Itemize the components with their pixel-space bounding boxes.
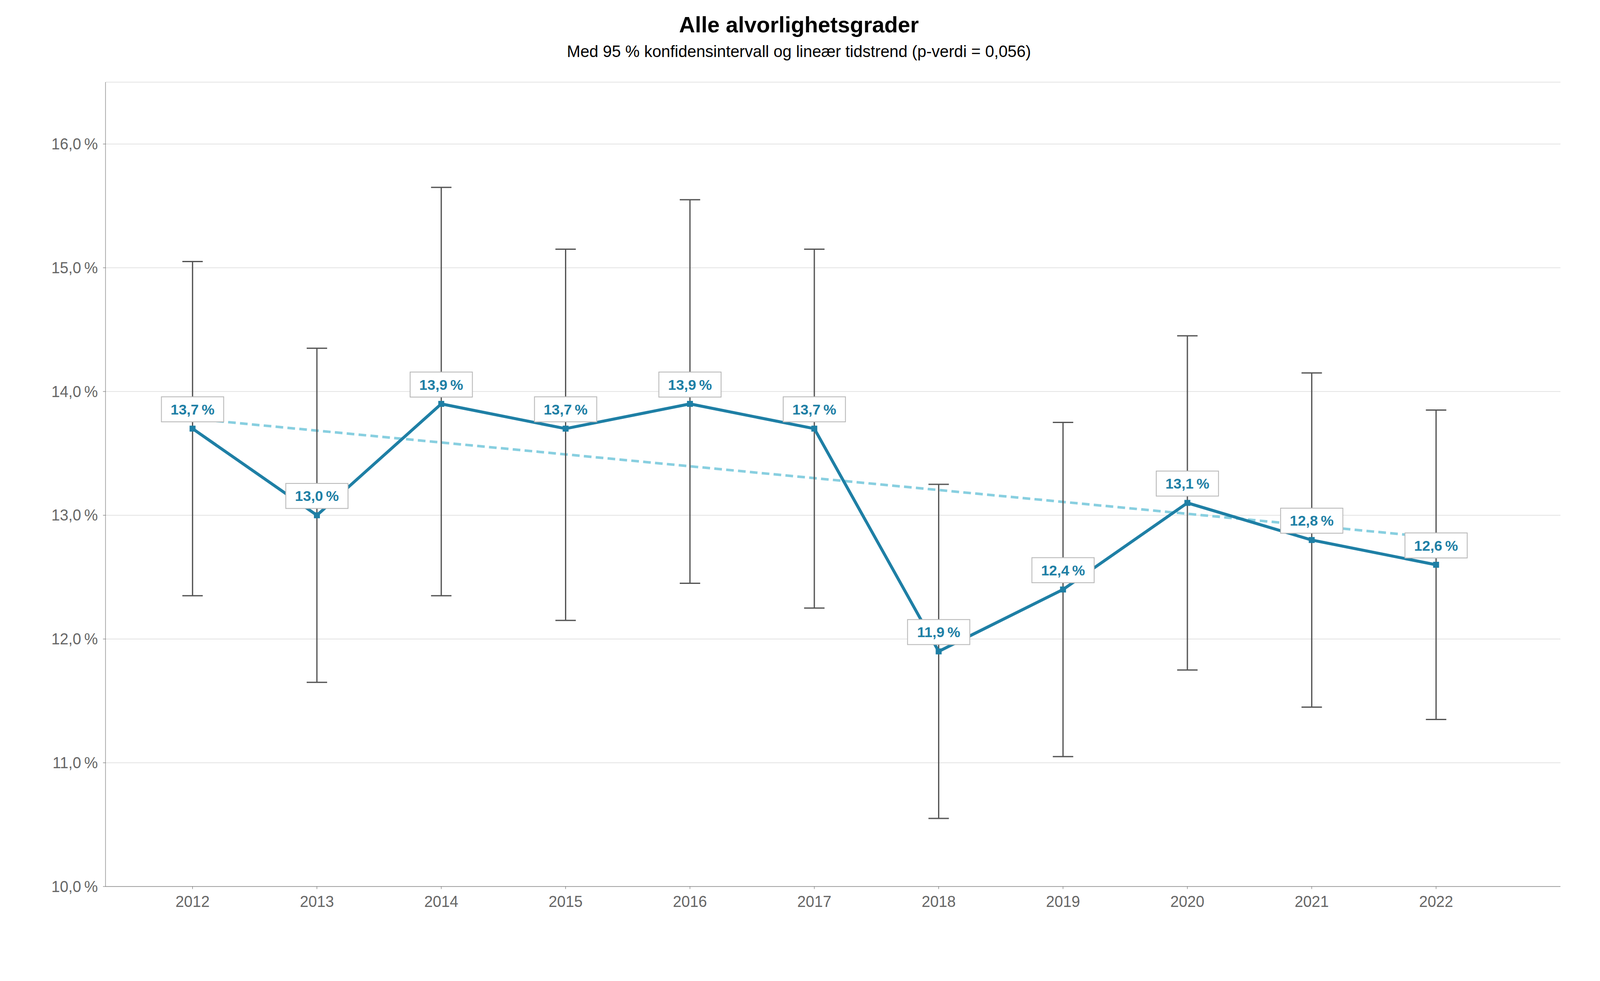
svg-text:2018: 2018 [921, 892, 956, 910]
svg-text:2017: 2017 [797, 892, 832, 910]
svg-text:11,0 %: 11,0 % [52, 753, 98, 772]
svg-text:2015: 2015 [548, 892, 583, 910]
svg-text:13,7 %: 13,7 % [543, 401, 588, 418]
svg-text:2020: 2020 [1170, 892, 1205, 910]
svg-text:2021: 2021 [1294, 892, 1329, 910]
svg-text:13,7 %: 13,7 % [170, 401, 215, 418]
svg-text:16,0 %: 16,0 % [51, 135, 98, 153]
svg-text:12,0 %: 12,0 % [51, 630, 98, 648]
svg-text:2019: 2019 [1046, 892, 1081, 910]
svg-text:2012: 2012 [175, 892, 210, 910]
svg-text:13,9 %: 13,9 % [667, 376, 712, 393]
svg-text:13,1 %: 13,1 % [1165, 475, 1210, 492]
svg-text:2016: 2016 [673, 892, 708, 910]
svg-text:13,7 %: 13,7 % [792, 401, 837, 418]
svg-text:14,0 %: 14,0 % [51, 382, 98, 401]
svg-text:13,0 %: 13,0 % [294, 487, 339, 504]
svg-text:13,9 %: 13,9 % [419, 376, 464, 393]
svg-text:2013: 2013 [299, 892, 334, 910]
svg-text:13,0 %: 13,0 % [51, 506, 98, 524]
svg-text:2022: 2022 [1419, 892, 1454, 910]
svg-text:2014: 2014 [424, 892, 459, 910]
svg-text:12,6 %: 12,6 % [1414, 537, 1458, 554]
svg-text:15,0 %: 15,0 % [51, 259, 98, 277]
svg-text:11,9 %: 11,9 % [917, 623, 961, 640]
html-text:Med 95 % konfidensintervall og: Med 95 % konfidensintervall og lineær ti… [566, 42, 1032, 61]
html-text:Alle alvorlighetsgrader: Alle alvorlighetsgrader [679, 12, 919, 38]
svg-text:10,0 %: 10,0 % [51, 877, 98, 896]
svg-text:12,8 %: 12,8 % [1289, 512, 1334, 529]
svg-text:12,4 %: 12,4 % [1040, 561, 1085, 579]
